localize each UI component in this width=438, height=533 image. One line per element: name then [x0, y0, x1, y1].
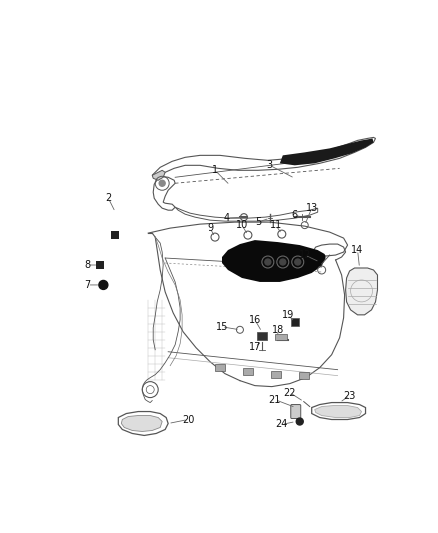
Text: 12: 12	[299, 250, 311, 260]
Text: 4: 4	[224, 213, 230, 223]
Polygon shape	[346, 268, 378, 315]
Circle shape	[280, 259, 286, 265]
Text: 22: 22	[283, 387, 296, 398]
FancyBboxPatch shape	[271, 370, 281, 378]
Circle shape	[295, 259, 301, 265]
FancyBboxPatch shape	[111, 231, 119, 239]
Circle shape	[296, 418, 303, 425]
FancyBboxPatch shape	[299, 372, 309, 378]
Text: 18: 18	[272, 325, 284, 335]
FancyBboxPatch shape	[257, 332, 267, 340]
Text: 6: 6	[292, 210, 298, 220]
Text: 7: 7	[84, 280, 91, 290]
Text: 23: 23	[343, 391, 356, 401]
FancyBboxPatch shape	[243, 368, 253, 375]
Text: 9: 9	[207, 223, 213, 233]
FancyBboxPatch shape	[275, 334, 287, 340]
FancyBboxPatch shape	[291, 405, 301, 418]
Text: 15: 15	[216, 322, 228, 332]
Text: 10: 10	[236, 220, 248, 230]
Text: 11: 11	[270, 220, 282, 230]
Circle shape	[99, 280, 108, 289]
FancyBboxPatch shape	[215, 364, 225, 370]
Text: 13: 13	[306, 203, 318, 213]
Text: 24: 24	[276, 419, 288, 430]
Text: 17: 17	[249, 342, 261, 352]
Polygon shape	[280, 139, 374, 165]
Circle shape	[265, 259, 271, 265]
Text: 2: 2	[105, 193, 112, 203]
Circle shape	[159, 180, 165, 186]
Text: 19: 19	[282, 310, 294, 320]
Polygon shape	[314, 406, 361, 417]
FancyBboxPatch shape	[96, 261, 104, 269]
Text: 1: 1	[212, 165, 218, 175]
Text: 5: 5	[255, 217, 261, 227]
Polygon shape	[121, 416, 162, 432]
Polygon shape	[152, 171, 165, 180]
Text: 16: 16	[249, 315, 261, 325]
FancyBboxPatch shape	[291, 318, 299, 326]
Polygon shape	[222, 240, 326, 282]
Text: 20: 20	[182, 415, 194, 424]
Text: 14: 14	[351, 245, 364, 255]
Text: 3: 3	[267, 160, 273, 171]
Text: 21: 21	[268, 394, 281, 405]
Text: 8: 8	[85, 260, 91, 270]
